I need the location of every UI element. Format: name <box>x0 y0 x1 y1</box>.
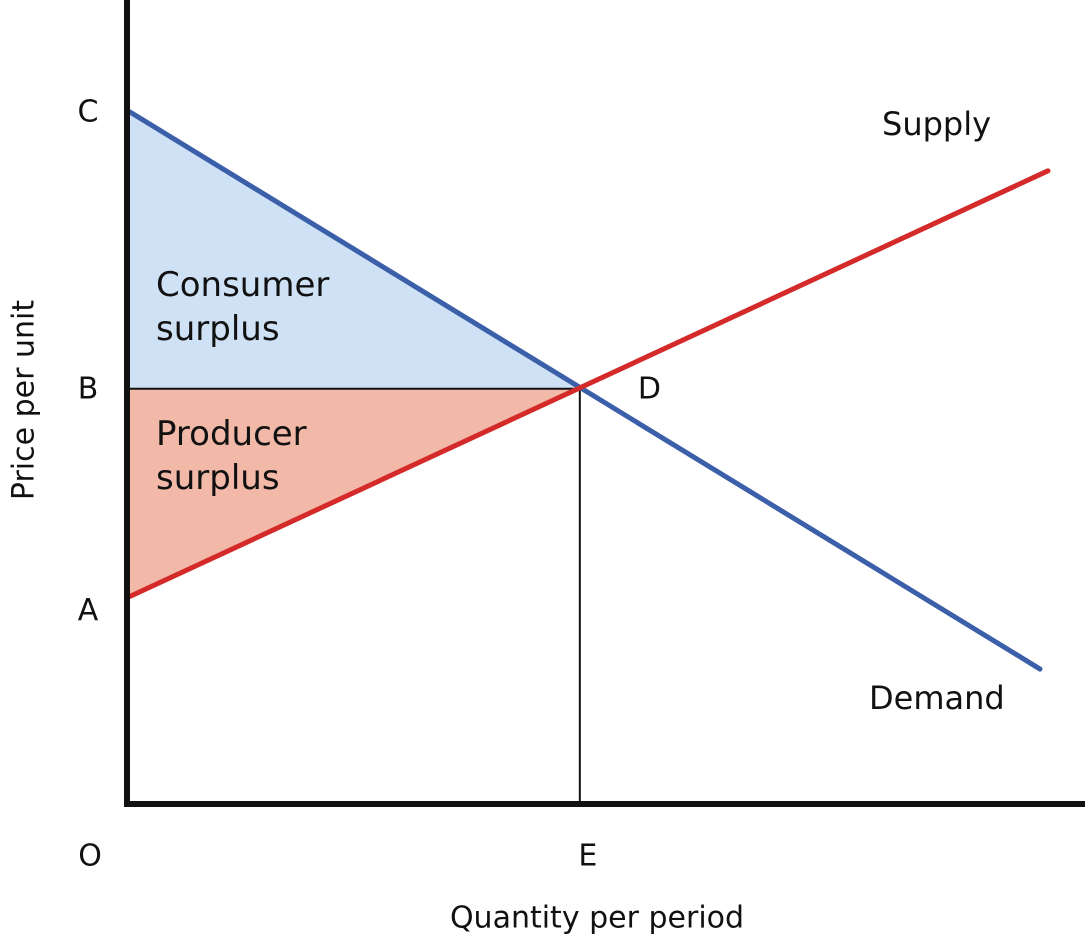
y-axis-title: Price per unit <box>7 300 42 500</box>
x-axis-title: Quantity per period <box>450 901 744 936</box>
consumer-surplus-label-line1: Consumer <box>156 265 329 305</box>
demand-curve-label: Demand <box>869 679 1005 717</box>
supply-curve-label: Supply <box>882 105 991 143</box>
supply-curve <box>127 168 1051 599</box>
x-point-label-e: E <box>578 839 597 874</box>
y-point-label-c: C <box>78 95 99 130</box>
y-point-label-a: A <box>78 593 99 628</box>
equilibrium-label: D <box>638 371 661 406</box>
y-point-label-b: B <box>78 371 99 406</box>
producer-surplus-label-line1: Producer <box>156 414 307 454</box>
demand-curve <box>127 109 1043 672</box>
consumer-surplus-label-line2: surplus <box>156 309 280 349</box>
producer-surplus-label-line2: surplus <box>156 458 280 498</box>
origin-label: O <box>78 839 102 874</box>
